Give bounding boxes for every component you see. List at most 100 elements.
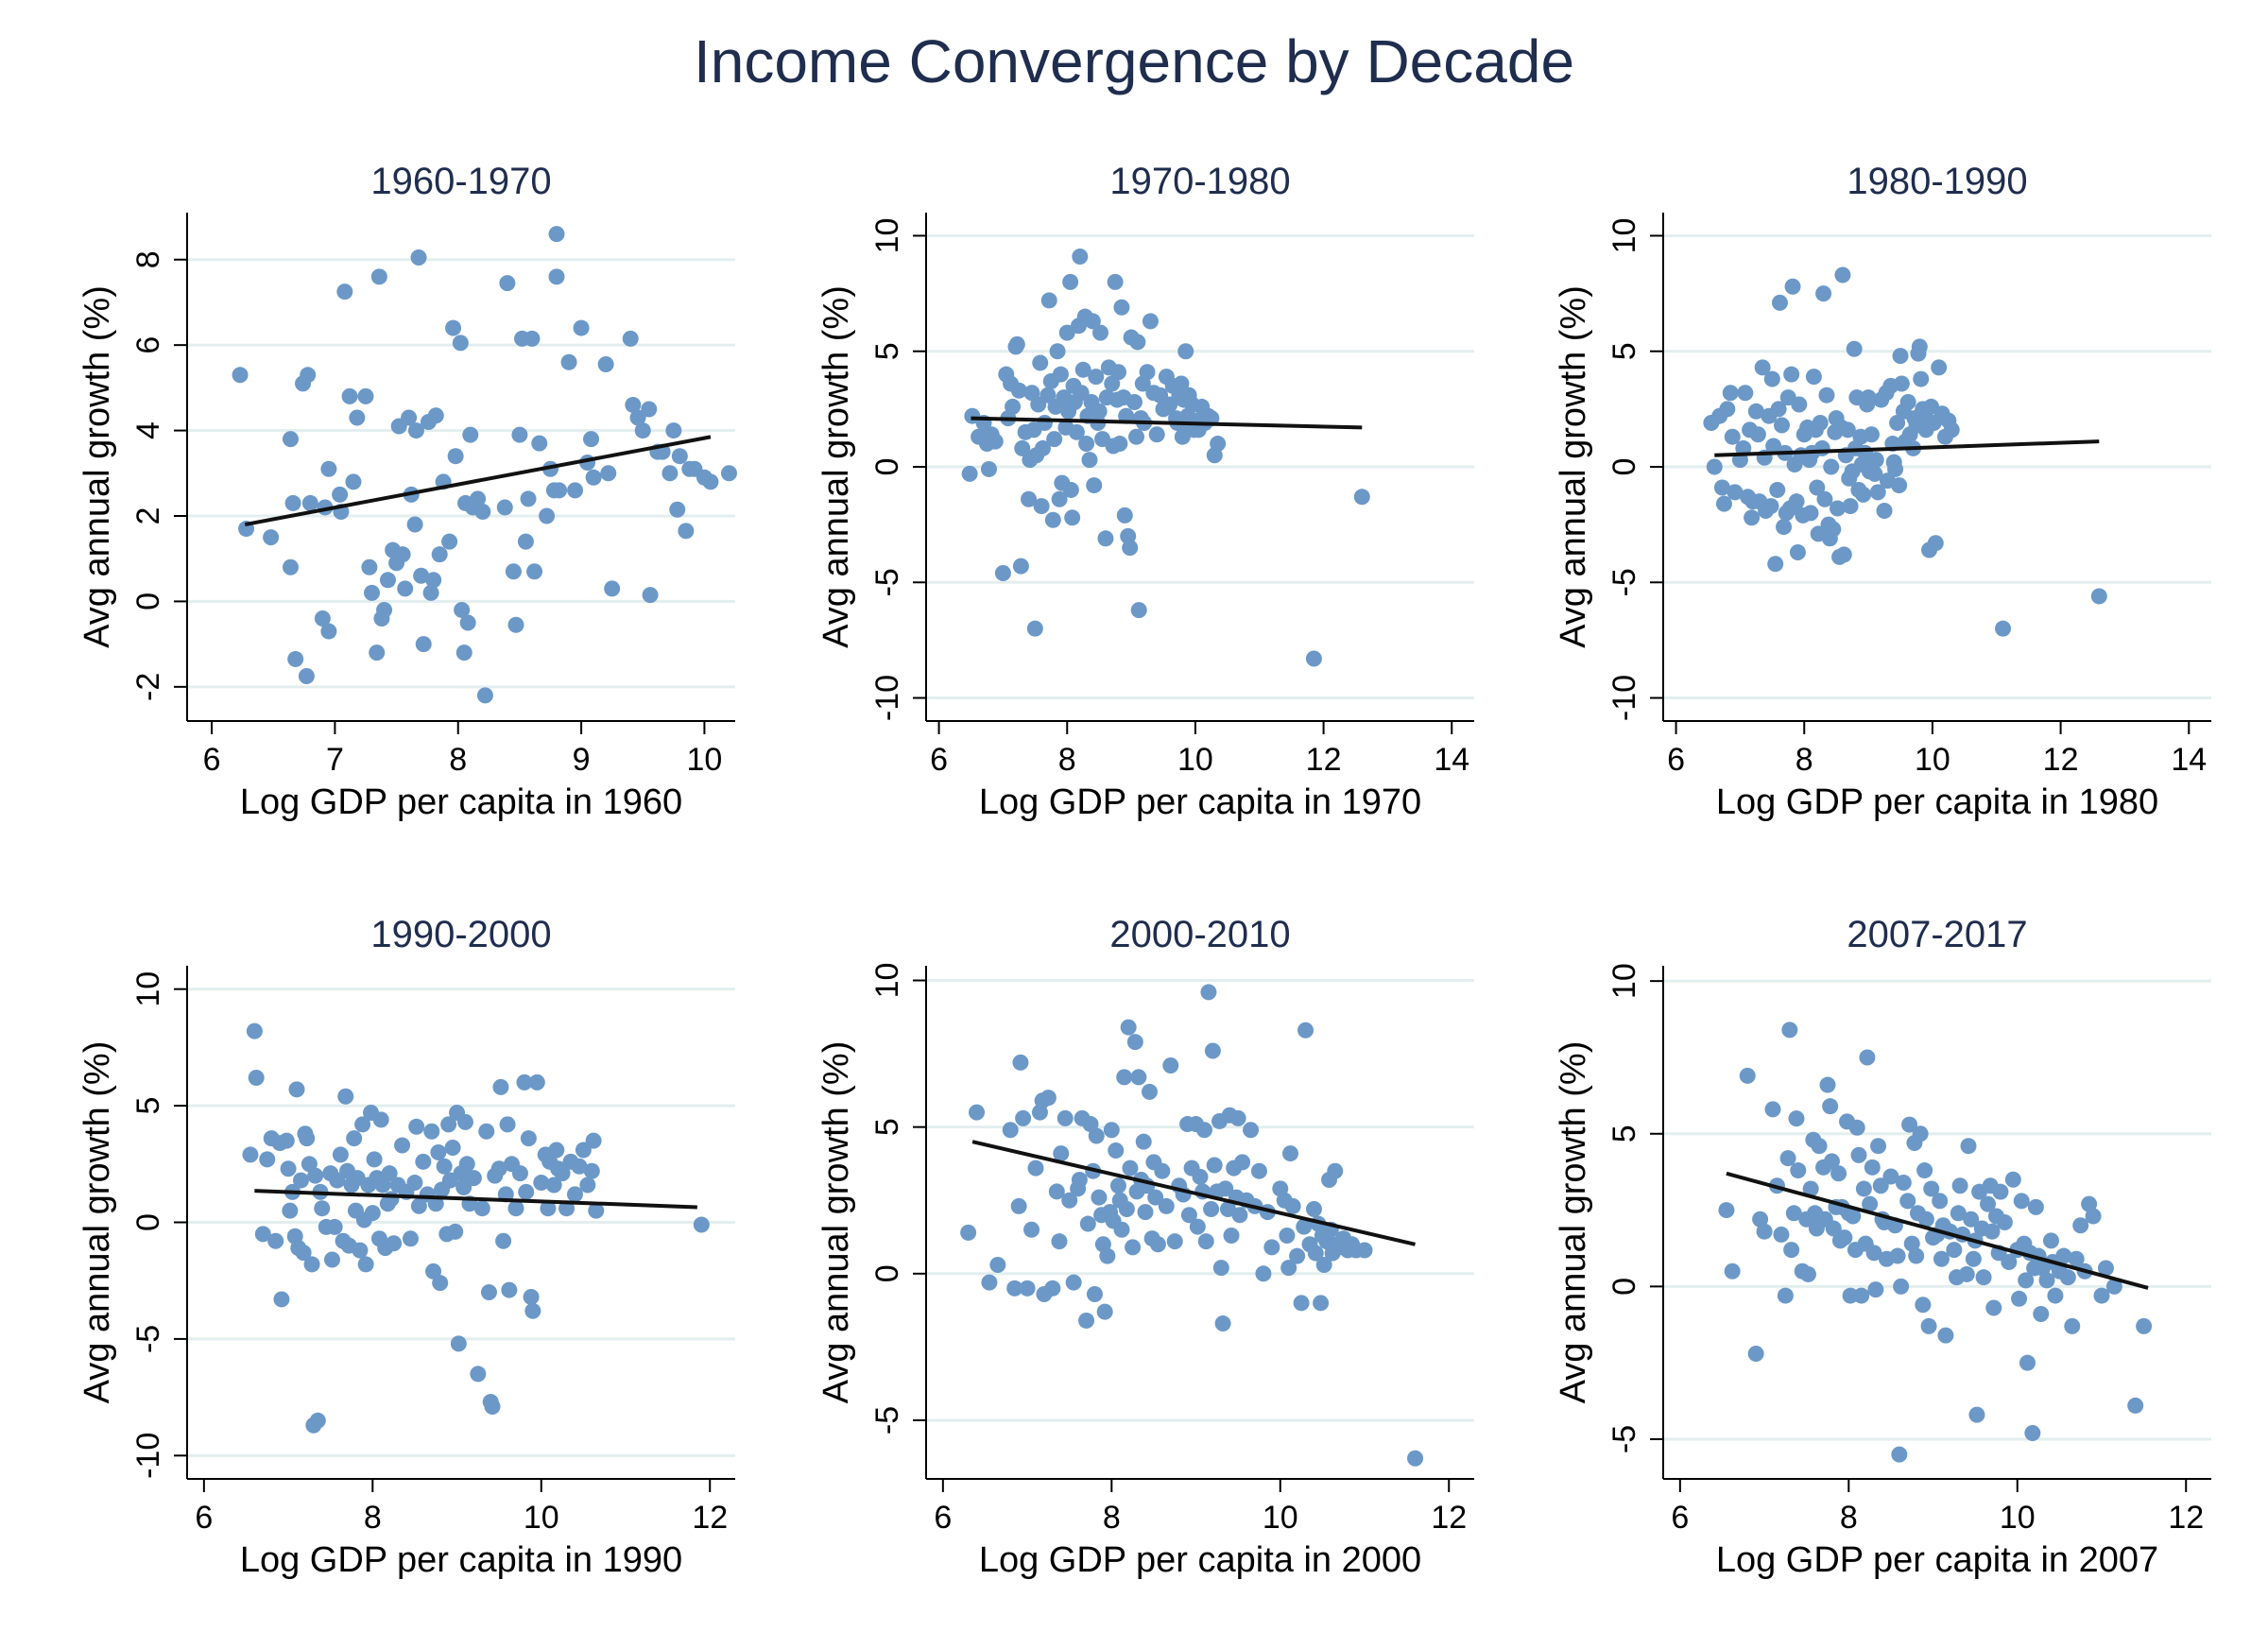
data-point: [2019, 1354, 2036, 1371]
panel-title: 2007-2017: [1847, 914, 2027, 955]
data-point: [1783, 1242, 1800, 1259]
data-point: [517, 533, 534, 550]
y-axis-label: Avg annual growth (%): [77, 285, 117, 648]
data-point: [1088, 1127, 1105, 1144]
data-point: [1212, 1260, 1229, 1277]
data-point: [1950, 1205, 1967, 1222]
data-point: [431, 546, 448, 563]
data-point: [410, 1197, 427, 1214]
data-point: [994, 564, 1011, 581]
data-point: [473, 1200, 490, 1217]
data-point: [364, 1205, 381, 1222]
data-point: [336, 283, 353, 301]
data-point: [1754, 359, 1771, 376]
data-point: [1051, 1233, 1068, 1250]
data-point: [361, 558, 378, 575]
data-point: [470, 1366, 487, 1383]
data-point: [1776, 519, 1793, 536]
data-point: [531, 435, 548, 452]
data-point: [1819, 1076, 1836, 1093]
x-tick-label: 8: [1058, 742, 1076, 778]
data-point: [1107, 273, 1124, 290]
panel-title: 1970-1980: [1109, 161, 1290, 202]
data-point: [407, 422, 424, 439]
data-point: [1836, 1229, 1853, 1246]
data-point: [2136, 1317, 2153, 1334]
data-point: [447, 1223, 464, 1240]
data-point: [1130, 602, 1147, 619]
data-point: [1845, 1208, 1862, 1225]
y-tick-label: -5: [1606, 568, 1642, 596]
data-point: [1785, 1205, 1802, 1222]
data-point: [1835, 546, 1852, 563]
data-point: [484, 1398, 501, 1415]
data-point: [960, 1224, 977, 1241]
data-point: [386, 1235, 403, 1252]
data-point: [455, 1178, 472, 1195]
data-point: [462, 426, 479, 443]
data-point: [357, 387, 374, 404]
data-point: [585, 1132, 602, 1149]
data-point: [364, 584, 381, 601]
data-point: [1034, 439, 1051, 456]
y-tick-label: 5: [1606, 342, 1642, 360]
data-point: [1126, 1034, 1143, 1051]
data-point: [259, 1151, 276, 1168]
data-point: [1927, 535, 1944, 552]
data-point: [1002, 1122, 1019, 1139]
data-point: [1865, 1245, 1882, 1262]
data-point: [401, 409, 418, 426]
data-point: [539, 507, 556, 524]
data-point: [329, 1172, 346, 1189]
data-point: [1783, 366, 1800, 383]
data-point: [1769, 481, 1786, 498]
data-point: [246, 1022, 263, 1039]
data-point: [1823, 458, 1840, 475]
data-point: [1789, 543, 1806, 560]
data-point: [2090, 588, 2107, 605]
data-point: [1893, 375, 1910, 392]
data-point: [969, 1104, 986, 1121]
data-point: [452, 335, 469, 352]
data-point: [1158, 1197, 1175, 1214]
data-point: [961, 465, 978, 482]
data-point: [1965, 1250, 1982, 1267]
data-point: [1128, 428, 1145, 445]
data-point: [1027, 1159, 1044, 1177]
data-point: [1026, 620, 1043, 637]
data-point: [548, 268, 565, 285]
data-point: [1825, 521, 1842, 538]
data-point: [413, 567, 430, 584]
panel-title: 1960-1970: [370, 161, 551, 202]
data-point: [1040, 1090, 1057, 1107]
data-point: [366, 1151, 383, 1168]
data-point: [1044, 511, 1061, 528]
data-point: [1129, 334, 1146, 351]
data-point: [1192, 1168, 1209, 1185]
data-point: [1889, 1247, 1906, 1264]
data-point: [2093, 1287, 2110, 1304]
y-tick-label: -5: [1606, 1425, 1642, 1453]
data-point: [1799, 1265, 1816, 1282]
data-point: [1923, 1180, 1940, 1197]
data-point: [981, 1274, 998, 1291]
data-point: [1882, 1168, 1899, 1185]
data-point: [370, 268, 387, 285]
y-tick-label: 10: [869, 963, 905, 999]
data-point: [1015, 1109, 1032, 1126]
x-tick-label: 7: [326, 742, 344, 778]
data-point: [1243, 1122, 1260, 1139]
data-point: [1747, 403, 1764, 420]
data-point: [2038, 1272, 2055, 1289]
data-point: [1866, 465, 1883, 482]
data-point: [1727, 484, 1744, 501]
data-point: [2047, 1287, 2064, 1304]
data-point: [402, 1230, 419, 1247]
data-point: [1033, 498, 1050, 515]
data-point: [548, 1142, 565, 1159]
data-point: [1722, 385, 1739, 402]
data-point: [1932, 1193, 1949, 1210]
data-point: [528, 1074, 545, 1091]
y-tick-label: 5: [1606, 1125, 1642, 1142]
data-point: [1869, 484, 1886, 501]
